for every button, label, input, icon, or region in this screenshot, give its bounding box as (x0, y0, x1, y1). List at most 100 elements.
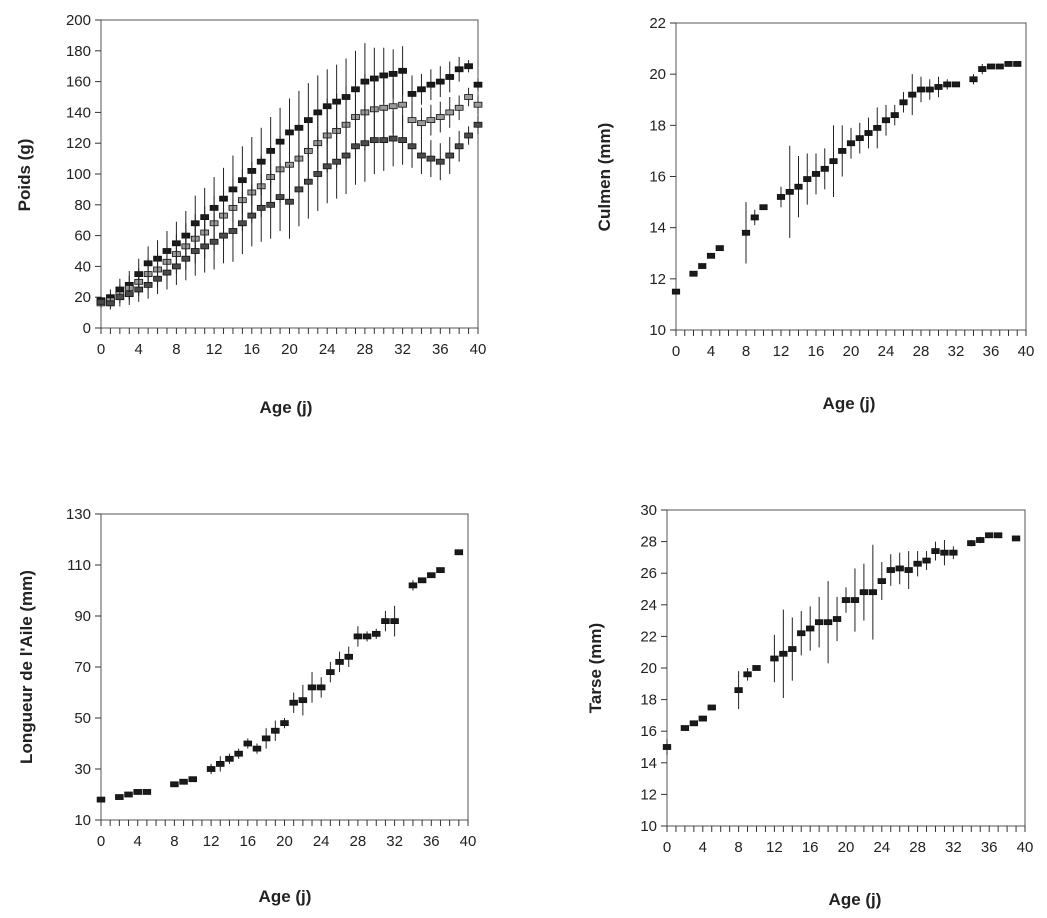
data-point (464, 63, 473, 70)
y-tick-label: 18 (649, 117, 666, 134)
data-point (473, 121, 483, 128)
data-point (360, 140, 370, 147)
x-tick-label: 12 (773, 343, 790, 360)
data-point (153, 275, 162, 282)
data-point (925, 86, 934, 93)
y-tick-label: 120 (66, 135, 91, 152)
data-point (379, 137, 389, 144)
data-point (776, 194, 786, 200)
x-tick-label: 40 (470, 341, 487, 358)
data-point (986, 63, 996, 70)
x-tick-label: 8 (734, 839, 742, 856)
y-tick-label: 22 (649, 15, 666, 32)
data-point (417, 152, 426, 159)
data-point (916, 86, 926, 93)
x-tick-label: 12 (766, 839, 783, 856)
data-point (934, 84, 943, 90)
data-point (859, 589, 869, 596)
data-point (133, 789, 142, 795)
data-point (298, 697, 308, 704)
data-point (200, 243, 210, 250)
data-point (243, 740, 253, 747)
x-tick-label: 20 (838, 839, 855, 856)
x-tick-label: 20 (276, 833, 293, 850)
data-point (417, 120, 426, 127)
x-tick-label: 28 (913, 343, 930, 360)
y-tick-label: 200 (66, 12, 91, 29)
data-point (846, 140, 856, 147)
data-point (464, 132, 473, 139)
data-point (890, 112, 899, 118)
y-tick-label: 80 (74, 197, 91, 214)
data-point (426, 81, 436, 88)
x-tick-label: 4 (707, 343, 715, 360)
data-point (388, 103, 398, 110)
data-point (271, 727, 280, 734)
x-tick-label: 36 (983, 343, 1000, 360)
data-point (142, 789, 152, 795)
data-point (426, 117, 436, 123)
data-point (877, 578, 886, 584)
data-point (280, 720, 289, 727)
data-point (445, 152, 455, 159)
data-point (436, 567, 445, 573)
data-point (435, 114, 445, 120)
data-point (454, 549, 464, 556)
y-tick-label: 24 (640, 597, 657, 614)
y-tick-label: 30 (640, 502, 657, 519)
data-point (454, 143, 464, 150)
data-point (743, 671, 752, 678)
data-point (794, 183, 803, 190)
data-point (868, 589, 878, 596)
data-point (407, 91, 417, 97)
data-point (417, 577, 427, 584)
data-point (266, 201, 276, 208)
data-point (435, 78, 445, 85)
y-tick-label: 40 (74, 258, 91, 275)
data-point (689, 270, 698, 277)
chart-tarse: 10 12 14 16 18 20 22 24 26 28 30 0 4 8 12 16 20 24 28 32 36 4… (523, 456, 1047, 913)
x-tick-label: 24 (878, 343, 895, 360)
data-point (316, 684, 326, 691)
data-point (417, 86, 426, 93)
data-point (759, 204, 768, 211)
data-point (899, 99, 908, 106)
x-tick-label: 36 (432, 341, 449, 358)
data-point (850, 597, 860, 603)
y-tick-label: 20 (74, 289, 91, 306)
data-point (322, 163, 332, 170)
data-point (388, 71, 398, 77)
plot-area: 0 20 40 60 80 100 120 140 160 180 200 0 4 8 12 16 20 24 28… (66, 12, 486, 358)
data-point (671, 288, 681, 295)
data-point (734, 687, 743, 694)
y-tick-label: 100 (66, 166, 91, 183)
data-point (741, 229, 751, 236)
x-tick-label: 12 (203, 833, 220, 850)
data-point (353, 633, 363, 640)
data-point (698, 715, 707, 722)
data-point (895, 565, 904, 572)
data-point (473, 81, 483, 88)
plot-frame (100, 513, 469, 821)
chart-poids-svg: 0 20 40 60 80 100 120 140 160 180 200 0 4 8 12 16 20 24 28… (15, 12, 486, 417)
y-tick-label: 60 (74, 228, 91, 245)
x-tick-label: 32 (945, 839, 962, 856)
y-tick-label: 90 (74, 608, 91, 625)
data-point (855, 135, 864, 142)
x-tick-label: 0 (672, 343, 680, 360)
data-point (344, 653, 353, 660)
x-tick-label: 24 (319, 341, 336, 358)
data-point (188, 776, 198, 783)
y-tick-label: 0 (83, 320, 91, 337)
plot-frame (675, 22, 1027, 331)
x-tick-label: 12 (206, 341, 223, 358)
x-tick-label: 16 (802, 839, 819, 856)
data-point (115, 794, 124, 800)
data-point (811, 171, 821, 177)
x-tick-label: 8 (170, 833, 178, 850)
x-tick-label: 36 (423, 833, 440, 850)
plot-area: 10 12 14 16 18 20 22 24 26 28 30 0 4 8 12 16 20 24 28 32 36 4… (640, 502, 1033, 856)
y-tick-label: 28 (640, 534, 657, 551)
data-point (829, 158, 838, 165)
data-point (873, 124, 882, 131)
